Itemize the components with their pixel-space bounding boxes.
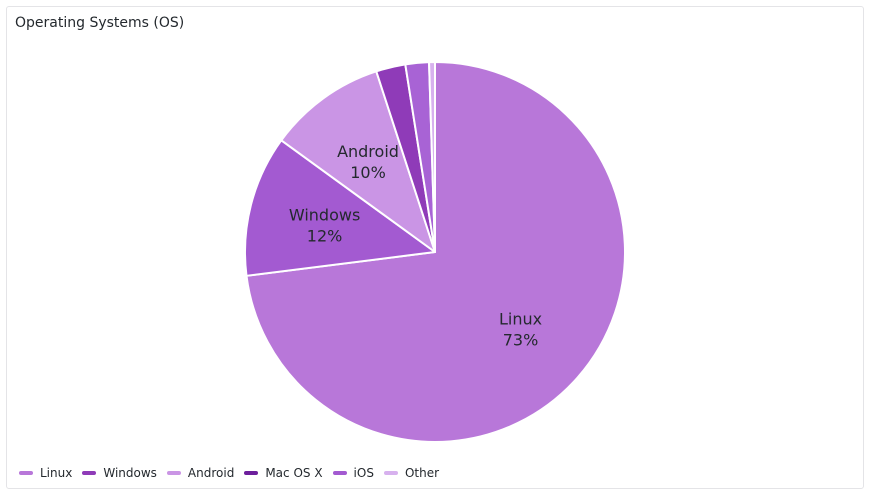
legend-label: iOS: [353, 466, 374, 480]
pie-chart: Linux 73% Windows 12% Android 10%: [244, 61, 626, 443]
legend-swatch: [244, 471, 259, 475]
slice-value-label: 12%: [307, 227, 343, 246]
legend-item-windows[interactable]: Windows: [82, 466, 157, 480]
legend-item-mac-os-x[interactable]: Mac OS X: [244, 466, 323, 480]
legend-item-android[interactable]: Android: [166, 466, 235, 480]
legend-swatch: [166, 471, 181, 475]
pie-slice-other[interactable]: [428, 61, 436, 253]
legend-swatch: [19, 471, 33, 475]
slice-name-label: Windows: [289, 206, 360, 225]
panel-title: Operating Systems (OS): [15, 15, 185, 31]
legend-item-ios[interactable]: iOS: [332, 466, 374, 480]
legend-label: Other: [404, 466, 440, 480]
legend: Linux Windows Android Mac OS X iOS Other: [19, 466, 439, 480]
slice-value-label: 10%: [350, 163, 386, 182]
legend-swatch: [383, 471, 398, 475]
pie-slice-android[interactable]: [280, 70, 436, 253]
pie-slice-windows[interactable]: [244, 139, 436, 277]
legend-swatch: [82, 471, 97, 475]
slice-name-label: Android: [337, 142, 399, 161]
slice-value-label: 73%: [503, 330, 539, 349]
legend-label: Linux: [40, 466, 73, 480]
legend-label: Android: [187, 466, 235, 480]
legend-swatch: [332, 471, 347, 475]
legend-item-linux[interactable]: Linux: [19, 466, 72, 480]
chart-panel: Operating Systems (OS) Linux 73% Windows 12…: [6, 6, 864, 489]
legend-label: Mac OS X: [265, 466, 323, 480]
legend-item-other[interactable]: Other: [383, 466, 440, 480]
legend-label: Windows: [103, 466, 157, 480]
slice-name-label: Linux: [499, 309, 542, 328]
